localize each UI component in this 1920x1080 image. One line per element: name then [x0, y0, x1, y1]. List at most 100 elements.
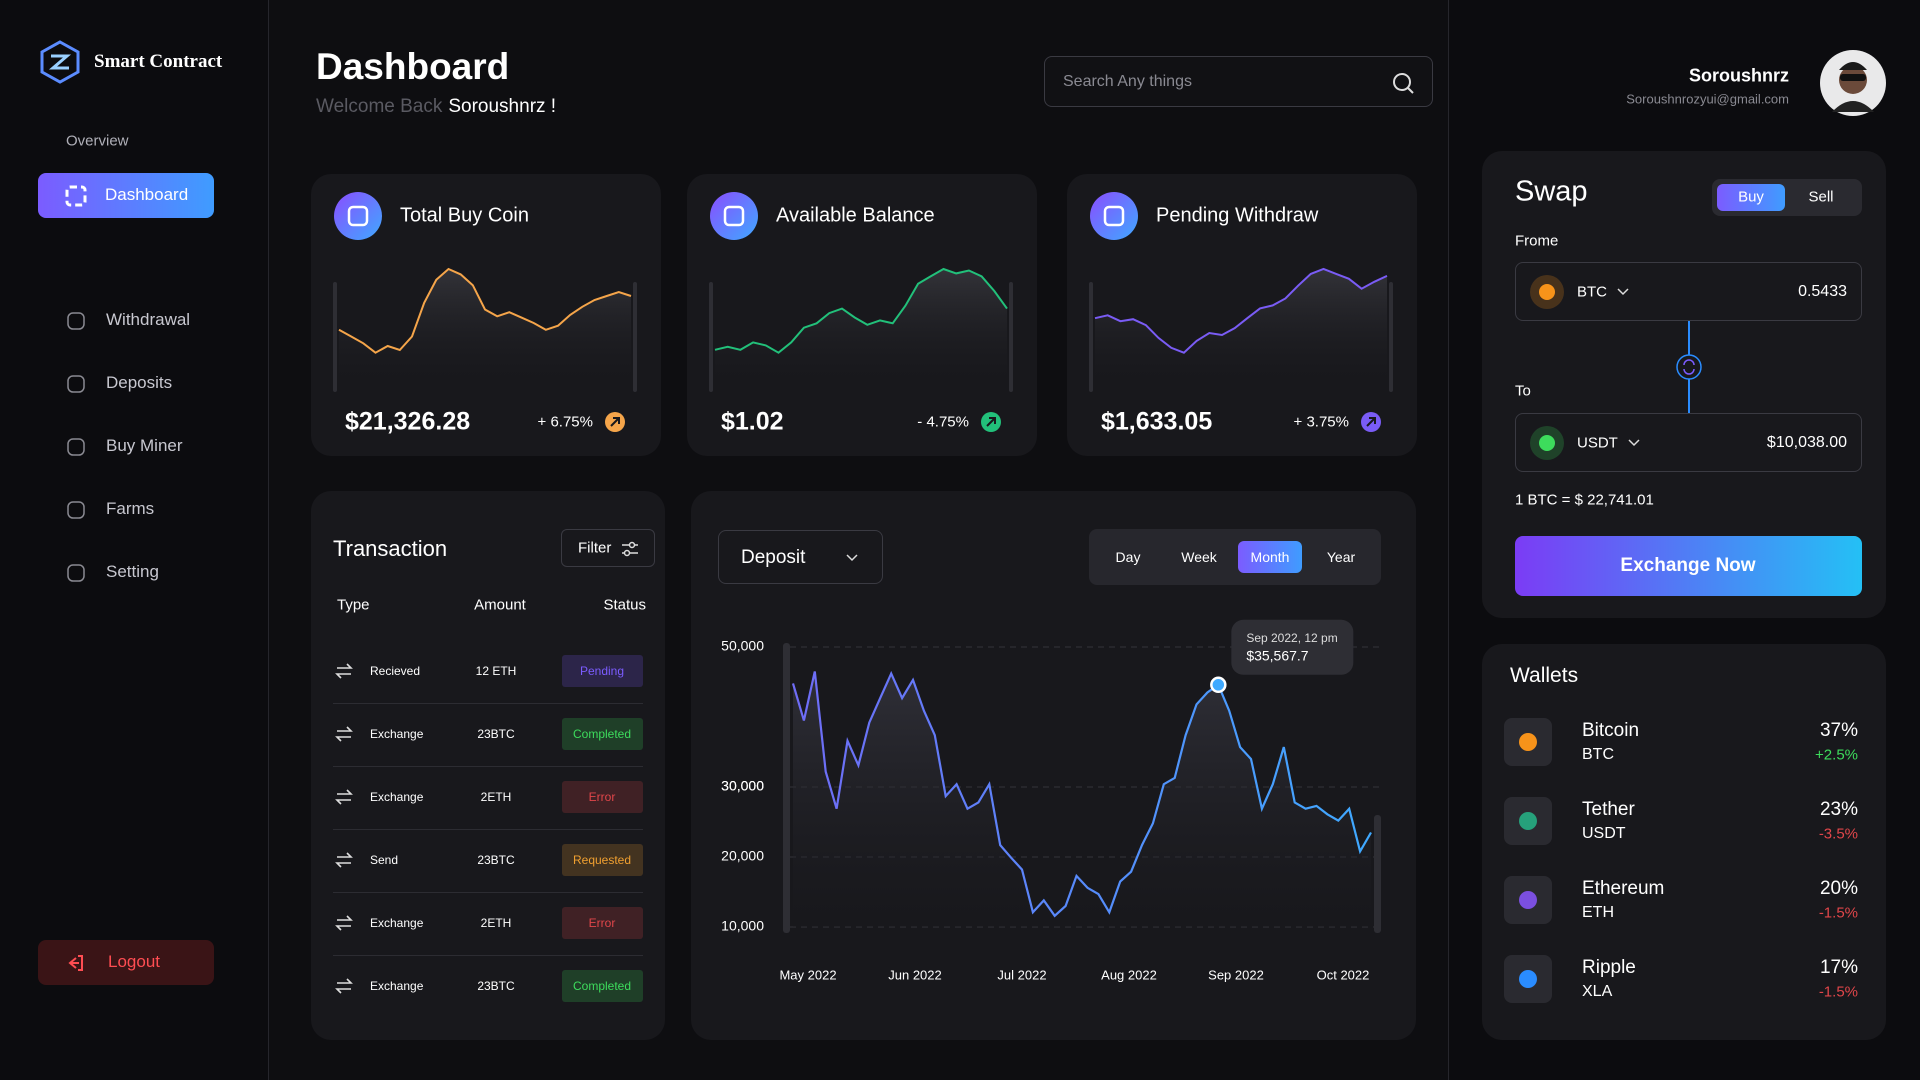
row-icon-shape	[335, 663, 353, 679]
from-label: Frome	[1515, 232, 1559, 250]
caret	[1628, 439, 1640, 447]
period-label: Month	[1250, 549, 1290, 565]
transactions-panel	[311, 491, 665, 1040]
coin-name[interactable]: BTC	[1577, 283, 1607, 301]
logout-icon	[68, 955, 83, 971]
row-icon	[335, 978, 353, 994]
coin-name[interactable]: USDT	[1577, 434, 1618, 452]
menu-label: Farms	[106, 499, 155, 518]
period-label: Week	[1181, 549, 1217, 565]
card-amount: $1.02	[721, 407, 784, 436]
wallet-symbol: ETH	[1582, 904, 1614, 921]
stat-card: Total Buy Coin $21,326.28 + 6.75%	[311, 174, 661, 456]
period-label: Day	[1115, 549, 1141, 565]
period-tab[interactable]: Week	[1167, 541, 1231, 573]
period-tab[interactable]: Day	[1096, 541, 1160, 573]
stat-card: Available Balance $1.02 - 4.75%	[687, 174, 1037, 456]
card-icon-glyph	[1103, 205, 1125, 227]
wallet-change: -1.5%	[1818, 904, 1858, 922]
logout-label: Logout	[108, 952, 160, 971]
coin-icon	[1530, 275, 1564, 309]
swap-tab[interactable]: Buy	[1717, 184, 1785, 211]
status-badge: Requested	[562, 844, 643, 876]
swap-to-box: USDT $10,038.00	[1515, 413, 1862, 472]
row-icon-shape	[335, 915, 353, 931]
status-label: Error	[588, 790, 616, 804]
menu-icon-shape	[67, 438, 85, 456]
exchange-button[interactable]: Exchange Now	[1515, 536, 1862, 596]
sparkline-area	[339, 269, 631, 392]
menu-label: Withdrawal	[106, 310, 191, 329]
row-divider	[333, 829, 643, 830]
card-title: Total Buy Coin	[400, 204, 529, 227]
status-badge: Error	[562, 907, 643, 939]
row-type: Exchange	[370, 916, 424, 930]
card-change: - 4.75%	[917, 413, 969, 431]
swap-tab-label: Buy	[1738, 188, 1764, 206]
sparkline-edge	[709, 282, 713, 392]
wallet-icon	[1504, 797, 1552, 845]
card-change-icon	[981, 412, 1001, 432]
sparkline	[709, 267, 1013, 392]
sparkline-edge	[1009, 282, 1013, 392]
wallet-share: 23%	[1819, 799, 1858, 820]
card-change-icon	[605, 412, 625, 432]
menu-item[interactable]: Setting	[38, 550, 214, 595]
menu-item[interactable]: Buy Miner	[38, 424, 214, 469]
section-label: Overview	[66, 132, 129, 150]
swap-title: Swap	[1515, 175, 1588, 208]
to-label: To	[1515, 382, 1531, 400]
brand-logo	[40, 40, 80, 84]
swap-amount: 0.5433	[1798, 283, 1847, 300]
card-icon-bg	[1090, 192, 1138, 240]
swap-switch-icon[interactable]	[1676, 354, 1702, 380]
change-icon-arrow	[986, 417, 996, 427]
wallets-title: Wallets	[1510, 664, 1579, 687]
menu-item[interactable]: Dashboard	[38, 173, 214, 218]
swap-from-box: BTC 0.5433	[1515, 262, 1862, 321]
page-title: Dashboard	[316, 46, 510, 87]
row-amount: 23BTC	[477, 727, 515, 741]
row-icon-shape	[335, 978, 353, 994]
row-divider	[333, 703, 643, 704]
wallet-symbol: XLA	[1582, 983, 1613, 1000]
wallet-symbol: USDT	[1582, 825, 1626, 842]
wallet-change: +2.5%	[1815, 746, 1858, 764]
caret	[1617, 288, 1629, 296]
deposit-dropdown[interactable]: Deposit	[718, 530, 883, 584]
menu-label: Deposits	[106, 373, 173, 392]
coin-icon-dot	[1539, 284, 1555, 300]
period-tab[interactable]: Year	[1309, 541, 1373, 573]
menu-item[interactable]: Withdrawal	[38, 298, 214, 343]
sparkline	[333, 267, 637, 392]
swap-tab[interactable]: Sell	[1787, 184, 1855, 211]
logout-button[interactable]: Logout	[38, 940, 214, 985]
column-header: Amount	[474, 596, 526, 614]
wallet-name: Bitcoin	[1582, 720, 1640, 741]
period-tab[interactable]: Month	[1238, 541, 1302, 573]
sparkline-edge	[1389, 282, 1393, 392]
row-type: Exchange	[370, 979, 424, 993]
filter-button[interactable]: Filter	[561, 529, 655, 567]
wallet-share: 37%	[1819, 720, 1858, 741]
filter-icon	[622, 541, 638, 557]
filter-label: Filter	[578, 539, 612, 557]
card-title: Pending Withdraw	[1156, 204, 1319, 227]
wallet-icon-dot	[1519, 812, 1537, 830]
card-amount: $21,326.28	[345, 407, 471, 436]
menu-icon	[67, 312, 85, 330]
card-title: Available Balance	[776, 204, 935, 227]
status-badge: Error	[562, 781, 643, 813]
wallet-symbol: BTC	[1582, 746, 1614, 763]
search-box[interactable]: Search Any things	[1044, 56, 1433, 107]
avatar	[1820, 50, 1886, 116]
menu-item[interactable]: Farms	[38, 487, 214, 532]
row-type: Exchange	[370, 727, 424, 741]
menu-icon-shape	[67, 501, 85, 519]
menu-item[interactable]: Deposits	[38, 361, 214, 406]
row-amount: 2ETH	[480, 790, 512, 804]
stat-card: Pending Withdraw $1,633.05 + 3.75%	[1067, 174, 1417, 456]
row-icon	[335, 726, 353, 742]
row-icon	[335, 789, 353, 805]
row-amount: 23BTC	[477, 853, 515, 867]
